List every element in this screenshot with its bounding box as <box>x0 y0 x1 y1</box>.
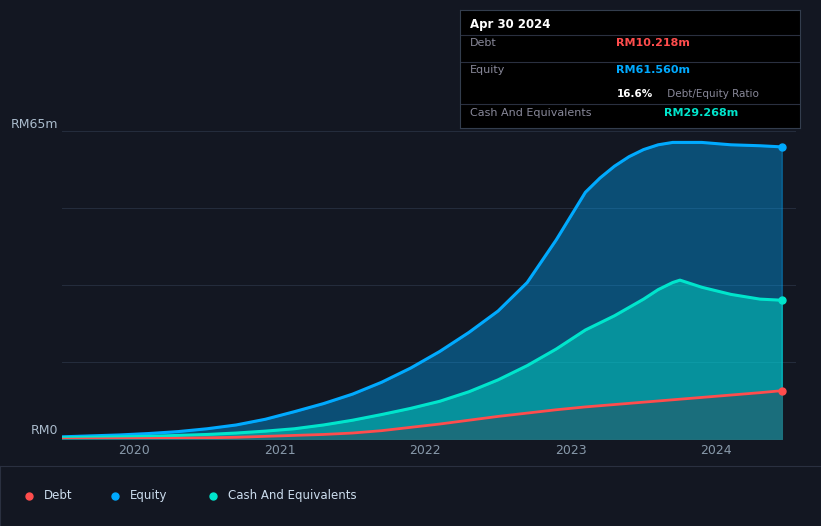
Text: Apr 30 2024: Apr 30 2024 <box>470 18 551 31</box>
Text: 16.6%: 16.6% <box>617 89 653 99</box>
Text: Cash And Equivalents: Cash And Equivalents <box>470 108 592 118</box>
Text: RM0: RM0 <box>30 424 58 437</box>
Text: Debt: Debt <box>44 489 72 502</box>
Text: Equity: Equity <box>470 65 506 75</box>
Text: RM61.560m: RM61.560m <box>617 65 690 75</box>
Text: Equity: Equity <box>130 489 167 502</box>
Text: Cash And Equivalents: Cash And Equivalents <box>228 489 357 502</box>
Text: Debt: Debt <box>470 38 497 48</box>
Text: RM29.268m: RM29.268m <box>664 108 738 118</box>
Text: Debt/Equity Ratio: Debt/Equity Ratio <box>664 89 759 99</box>
Text: RM10.218m: RM10.218m <box>617 38 690 48</box>
Text: RM65m: RM65m <box>11 117 58 130</box>
